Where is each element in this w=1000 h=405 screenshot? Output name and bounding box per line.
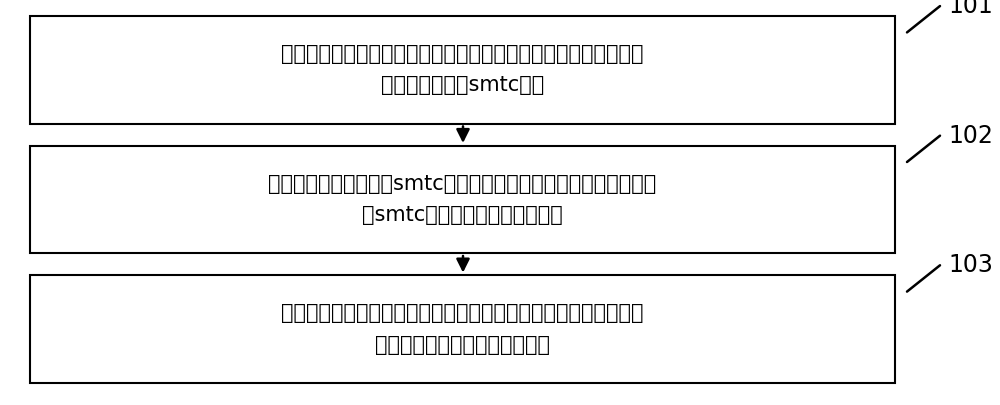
Text: 对相邻小区所在的目标频点进行小区搜索时，获取网络设备配置的
所述目标频点的smtc周期: 对相邻小区所在的目标频点进行小区搜索时，获取网络设备配置的 所述目标频点的smt… — [281, 44, 644, 96]
Bar — [30, 146, 895, 253]
Text: 102: 102 — [948, 124, 993, 148]
Bar — [30, 275, 895, 383]
Text: 101: 101 — [948, 0, 993, 18]
Text: 响应于所述目标频点的smtc周期大于预设周期，根据所述目标频点
的smtc周期设置小区搜索时间窗: 响应于所述目标频点的smtc周期大于预设周期，根据所述目标频点 的smtc周期设… — [268, 174, 657, 225]
Text: 根据所述小区搜索时间窗，在所述目标频点上进行小区搜索，以确
定满足小区选择条件的目标小区: 根据所述小区搜索时间窗，在所述目标频点上进行小区搜索，以确 定满足小区选择条件的… — [281, 303, 644, 355]
Text: 103: 103 — [948, 253, 993, 277]
Bar — [30, 16, 895, 124]
